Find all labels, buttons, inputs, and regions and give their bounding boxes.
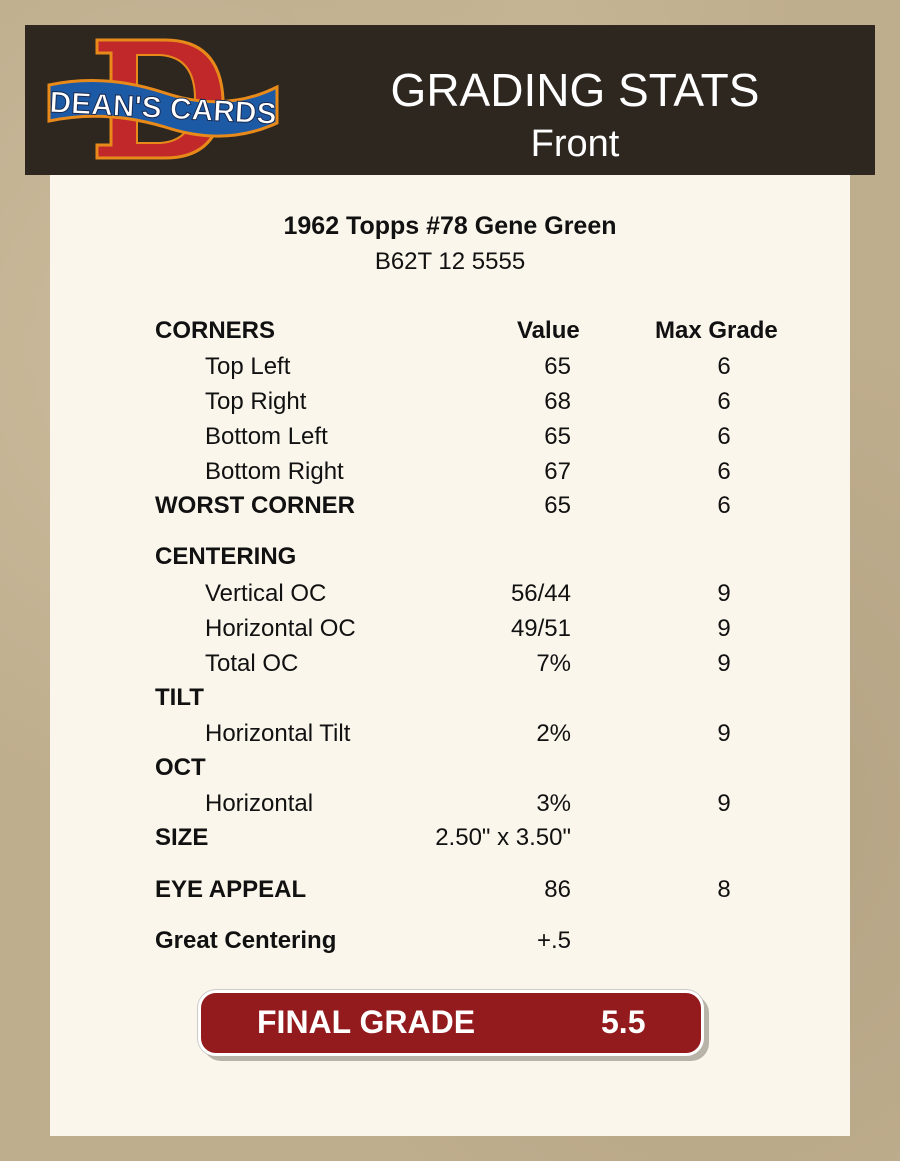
stat-max-grade: 6 [717,458,731,485]
stat-max-grade: 9 [717,720,731,747]
stat-row: OCT [155,754,805,784]
stat-row: Bottom Right 67 6 [155,458,805,488]
card-title: 1962 Topps #78 Gene Green [283,212,617,240]
stat-label: EYE APPEAL [155,876,307,903]
stat-label: Vertical OC [205,580,327,607]
stat-max-grade: 6 [717,492,731,519]
stat-label: Great Centering [155,927,337,954]
final-grade-banner: FINAL GRADE 5.5 [198,990,704,1056]
stat-value: 67 [544,458,571,485]
stat-row: WORST CORNER 65 6 [155,492,805,522]
stat-row: Vertical OC 56/44 9 [155,580,805,610]
stat-value: 65 [544,423,571,450]
stat-row: CENTERING [155,543,805,573]
stat-label: Bottom Left [205,423,328,450]
stat-label: Bottom Right [205,458,344,485]
final-grade-label: FINAL GRADE [257,1004,476,1040]
stat-row: Horizontal OC 49/51 9 [155,615,805,645]
stat-row: Total OC 7% 9 [155,650,805,680]
stats-panel: 1962 Topps #78 Gene Green B62T 12 5555 V… [50,175,850,1136]
column-header-max-grade: Max Grade [655,317,778,344]
stat-label: Horizontal Tilt [205,720,351,747]
stat-label: CENTERING [155,543,297,570]
stat-value: 65 [544,492,571,519]
deans-cards-logo: DEAN'S CARDS [47,38,279,160]
stat-row: SIZE 2.50" x 3.50" [155,824,805,854]
final-grade-value: 5.5 [601,1004,646,1040]
stat-value: 2.50" x 3.50" [435,824,571,851]
stat-max-grade: 9 [717,790,731,817]
stat-row: Horizontal 3% 9 [155,790,805,820]
stat-row: Horizontal Tilt 2% 9 [155,720,805,750]
stat-value: 56/44 [510,580,571,607]
stat-label: Top Right [205,388,307,415]
stat-row: Top Left 65 6 [155,353,805,383]
stat-label: OCT [155,754,206,781]
stat-row: CORNERS [155,317,805,347]
stat-row: TILT [155,684,805,714]
page-subtitle: Front [530,123,620,165]
column-header-value: Value [517,317,580,344]
stat-row: Top Right 68 6 [155,388,805,418]
stat-max-grade: 6 [717,353,731,380]
stat-value: 86 [544,876,571,903]
stat-max-grade: 6 [717,423,731,450]
stat-label: Horizontal OC [205,615,356,642]
stat-value: 49/51 [510,615,571,642]
stat-row: EYE APPEAL 86 8 [155,876,805,906]
stat-value: 68 [544,388,571,415]
stat-max-grade: 9 [717,615,731,642]
stat-value: 3% [536,790,571,817]
card-code: B62T 12 5555 [374,248,526,275]
stat-label: Horizontal [205,790,314,817]
stat-value: 2% [536,720,571,747]
svg-text:DEAN'S CARDS: DEAN'S CARDS [49,86,278,131]
stat-max-grade: 9 [717,580,731,607]
stat-row: Bottom Left 65 6 [155,423,805,453]
stat-value: 7% [536,650,571,677]
header-bar: DEAN'S CARDS GRADING STATS Front [25,25,875,175]
stat-label: TILT [155,684,204,711]
stat-label: Top Left [205,353,291,380]
stat-label: WORST CORNER [155,492,355,519]
stat-max-grade: 9 [717,650,731,677]
stat-max-grade: 6 [717,388,731,415]
stat-value: +.5 [536,927,571,954]
stat-label: SIZE [155,824,209,851]
stat-value: 65 [544,353,571,380]
stat-label: Total OC [205,650,299,677]
stat-row: Great Centering +.5 [155,927,805,957]
stat-max-grade: 8 [717,876,731,903]
stat-label: CORNERS [155,317,276,344]
page-title: GRADING STATS [390,64,760,116]
